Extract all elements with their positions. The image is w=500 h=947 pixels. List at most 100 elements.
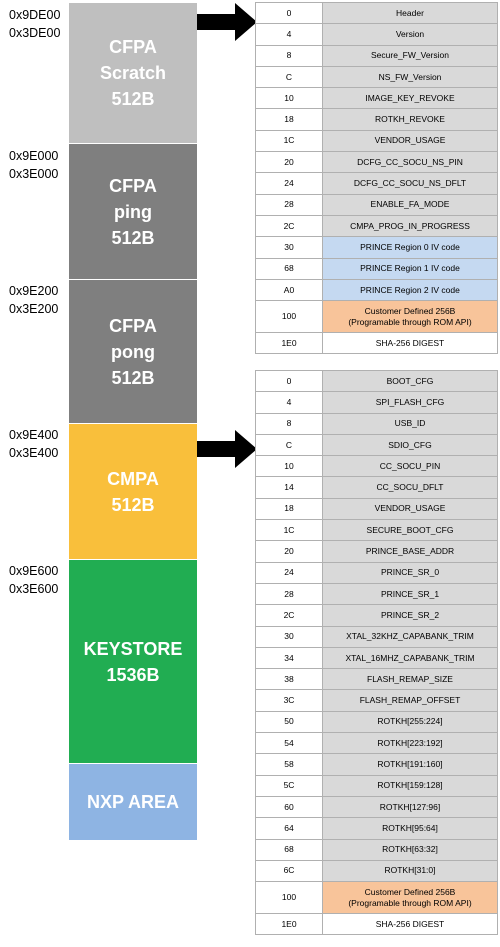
right-arrow-icon <box>197 430 257 468</box>
field-name: PRINCE_SR_1 <box>322 582 498 606</box>
field-offset: 20 <box>255 540 323 563</box>
field-offset: 0 <box>255 369 323 393</box>
field-name: Header <box>322 1 498 25</box>
field-name: PRINCE_SR_2 <box>322 604 498 627</box>
field-name: SDIO_CFG <box>322 433 498 457</box>
field-name: BOOT_CFG <box>322 369 498 393</box>
field-offset: 4 <box>255 391 323 414</box>
field-name: IMAGE_KEY_REVOKE <box>322 87 498 110</box>
field-offset: 68 <box>255 838 323 861</box>
field-offset: 1C <box>255 519 323 542</box>
field-offset: 28 <box>255 193 323 216</box>
table-row: C NS_FW_Version <box>255 65 498 89</box>
address-label-2: 0x9E200 0x3E200 <box>9 282 58 318</box>
field-name: CC_SOCU_PIN <box>322 455 498 478</box>
table-row: 1E0 SHA-256 DIGEST <box>255 913 498 936</box>
field-name: Secure_FW_Version <box>322 44 498 67</box>
table-row: 3C FLASH_REMAP_OFFSET <box>255 689 498 712</box>
table-row: 1E0 SHA-256 DIGEST <box>255 332 498 355</box>
table-row: 38 FLASH_REMAP_SIZE <box>255 668 498 691</box>
field-offset: 0 <box>255 1 323 25</box>
field-offset: 100 <box>255 881 323 915</box>
field-name: SHA-256 DIGEST <box>322 332 498 355</box>
table-row: 10 IMAGE_KEY_REVOKE <box>255 87 498 110</box>
block-label: NXP AREA <box>86 792 180 812</box>
field-offset: 1E0 <box>255 913 323 936</box>
address-primary: 0x9E600 <box>9 564 59 578</box>
field-offset: 3C <box>255 689 323 712</box>
table-row: 8 Secure_FW_Version <box>255 44 498 67</box>
table-row: 60 ROTKH[127:96] <box>255 795 498 819</box>
block-label: CFPA pong 512B <box>109 315 157 388</box>
address-label-4: 0x9E600 0x3E600 <box>9 562 58 598</box>
field-offset: 2C <box>255 604 323 627</box>
field-name: VENDOR_USAGE <box>322 497 498 521</box>
cmpa-block: CMPA 512B <box>69 423 197 559</box>
field-name: SPI_FLASH_CFG <box>322 391 498 414</box>
table-row: 6C ROTKH[31:0] <box>255 859 498 883</box>
field-name: PRINCE_SR_0 <box>322 561 498 584</box>
table-row: 28 ENABLE_FA_MODE <box>255 193 498 216</box>
table-row: 34 XTAL_16MHZ_CAPABANK_TRIM <box>255 646 498 670</box>
field-offset: 64 <box>255 817 323 840</box>
table-row: 58 ROTKH[191:160] <box>255 753 498 776</box>
field-name: Version <box>322 23 498 46</box>
table-row: 100 Customer Defined 256B (Programable th… <box>255 881 498 915</box>
field-name: ROTKH_REVOKE <box>322 108 498 131</box>
field-name: Customer Defined 256B (Programable throu… <box>322 881 498 915</box>
field-offset: 54 <box>255 732 323 755</box>
address-alias: 0x3E400 <box>9 446 59 460</box>
field-offset: 14 <box>255 476 323 499</box>
address-alias: 0x3E600 <box>9 582 59 596</box>
table-row: C SDIO_CFG <box>255 433 498 457</box>
table-row: 8 USB_ID <box>255 412 498 435</box>
field-name: FLASH_REMAP_OFFSET <box>322 689 498 712</box>
table-row: 1C VENDOR_USAGE <box>255 129 498 153</box>
field-offset: 2C <box>255 214 323 238</box>
field-name: SECURE_BOOT_CFG <box>322 519 498 542</box>
field-offset: 50 <box>255 710 323 734</box>
field-offset: 100 <box>255 300 323 334</box>
table-row: A0 PRINCE Region 2 IV code <box>255 278 498 302</box>
block-label: CFPA ping 512B <box>109 175 157 248</box>
table-row: 2C PRINCE_SR_2 <box>255 604 498 627</box>
table-row: 2C CMPA_PROG_IN_PROGRESS <box>255 214 498 238</box>
field-name: ENABLE_FA_MODE <box>322 193 498 216</box>
field-offset: 10 <box>255 87 323 110</box>
keystore-block: KEYSTORE 1536B <box>69 559 197 763</box>
cfpa-scratch-block: CFPA Scratch 512B <box>69 2 197 143</box>
field-offset: 24 <box>255 561 323 584</box>
table-row: 68 PRINCE Region 1 IV code <box>255 257 498 280</box>
field-name: ROTKH[255:224] <box>322 710 498 734</box>
field-name: ROTKH[159:128] <box>322 774 498 797</box>
field-name: PRINCE_BASE_ADDR <box>322 540 498 563</box>
field-name: ROTKH[223:192] <box>322 732 498 755</box>
field-offset: 18 <box>255 497 323 521</box>
field-name: PRINCE Region 0 IV code <box>322 236 498 259</box>
table-row: 28 PRINCE_SR_1 <box>255 582 498 606</box>
field-offset: 38 <box>255 668 323 691</box>
field-offset: 18 <box>255 108 323 131</box>
field-name: PRINCE Region 1 IV code <box>322 257 498 280</box>
field-name: CMPA_PROG_IN_PROGRESS <box>322 214 498 238</box>
table-row: 24 DCFG_CC_SOCU_NS_DFLT <box>255 172 498 195</box>
address-label-1: 0x9E000 0x3E000 <box>9 147 58 183</box>
field-name: ROTKH[127:96] <box>322 795 498 819</box>
cmpa-field-table: 0 BOOT_CFG 4 SPI_FLASH_CFG 8 USB_ID C SDIO_CFG 1… <box>255 369 498 936</box>
field-offset: 5C <box>255 774 323 797</box>
field-name: ROTKH[63:32] <box>322 838 498 861</box>
field-name: VENDOR_USAGE <box>322 129 498 153</box>
field-offset: 10 <box>255 455 323 478</box>
address-primary: 0x9E400 <box>9 428 59 442</box>
cfpa-pong-block: CFPA pong 512B <box>69 279 197 423</box>
cfpa-field-table: 0 Header 4 Version 8 Secure_FW_Version C NS_FW_… <box>255 1 498 355</box>
field-name: NS_FW_Version <box>322 65 498 89</box>
table-row: 54 ROTKH[223:192] <box>255 732 498 755</box>
field-name: ROTKH[95:64] <box>322 817 498 840</box>
table-row: 1C SECURE_BOOT_CFG <box>255 519 498 542</box>
table-row: 14 CC_SOCU_DFLT <box>255 476 498 499</box>
table-row: 4 Version <box>255 23 498 46</box>
field-offset: 28 <box>255 582 323 606</box>
cfpa-ping-block: CFPA ping 512B <box>69 143 197 279</box>
address-alias: 0x3DE00 <box>9 26 61 40</box>
